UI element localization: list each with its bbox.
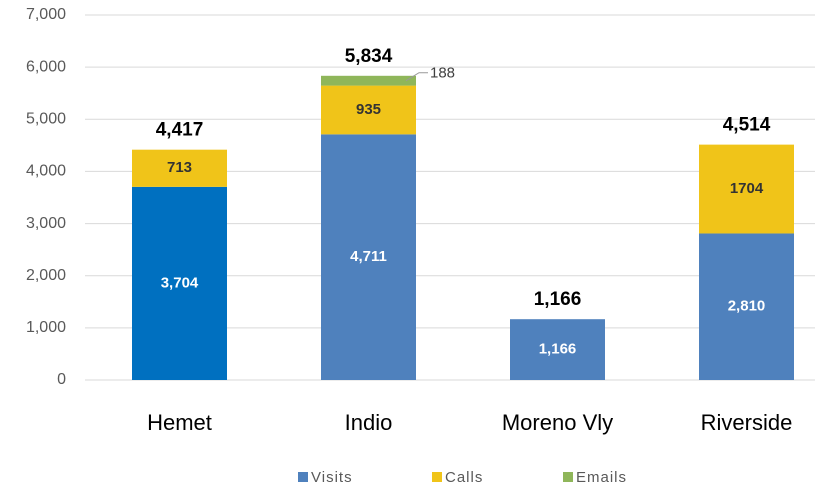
bar-segment [321, 75, 416, 86]
bar-segment [699, 144, 794, 234]
legend-swatch [432, 472, 442, 482]
bar-segment [321, 85, 416, 135]
value-label: 4,711 [350, 248, 387, 265]
bar-segment [132, 149, 227, 187]
total-label: 4,514 [723, 115, 771, 136]
legend-label: Calls [445, 469, 483, 486]
value-label: 1704 [730, 180, 764, 197]
bar-segment [321, 134, 416, 380]
y-tick-label: 4,000 [26, 163, 66, 180]
legend-swatch [298, 472, 308, 482]
x-tick-label: Indio [345, 410, 393, 435]
leader-line [405, 72, 428, 82]
value-label: 935 [356, 101, 381, 118]
bar-segment [699, 233, 794, 380]
legend-swatch [563, 472, 573, 482]
bar-segment [132, 186, 227, 380]
y-tick-label: 1,000 [26, 319, 66, 336]
x-tick-label: Hemet [147, 410, 212, 435]
value-label: 1,166 [539, 341, 577, 358]
value-label: 3,704 [161, 274, 199, 291]
bar-segment [510, 319, 605, 380]
total-label: 5,834 [345, 46, 393, 67]
value-label: 2,810 [728, 298, 766, 315]
y-tick-label: 7,000 [26, 6, 66, 23]
y-tick-label: 5,000 [26, 111, 66, 128]
y-tick-label: 3,000 [26, 215, 66, 232]
total-label: 1,166 [534, 289, 582, 310]
y-tick-label: 0 [57, 371, 66, 388]
x-tick-label: Riverside [701, 410, 793, 435]
value-label: 188 [430, 65, 455, 82]
legend-label: Emails [576, 469, 627, 486]
x-tick-label: Moreno Vly [502, 410, 613, 435]
total-label: 4,417 [156, 120, 204, 141]
legend-label: Visits [311, 469, 353, 486]
y-tick-label: 2,000 [26, 267, 66, 284]
value-label: 713 [167, 159, 192, 176]
y-tick-label: 6,000 [26, 58, 66, 75]
